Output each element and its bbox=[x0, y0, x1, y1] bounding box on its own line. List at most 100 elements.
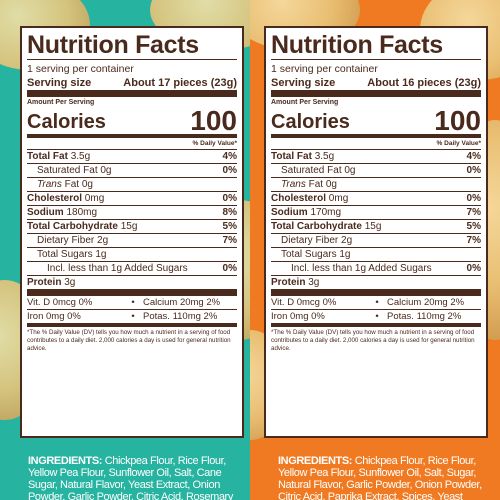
bullet-separator: • bbox=[375, 297, 379, 308]
iron: Iron 0mg 0% bbox=[271, 311, 325, 322]
ingredients-list: Chickpea Flour, Rice Flour, Yellow Pea F… bbox=[278, 455, 482, 500]
total-fat-label: Total Fat bbox=[27, 151, 68, 162]
calories-value: 100 bbox=[190, 105, 237, 136]
ingredients-text: INGREDIENTS: Chickpea Flour, Rice Flour,… bbox=[278, 455, 490, 500]
carbohydrate-row: Total Carbohydrate 15g 5% bbox=[27, 220, 237, 234]
sugars-row: Total Sugars 1g bbox=[27, 248, 237, 262]
cholesterol-dv: 0% bbox=[466, 193, 481, 204]
protein-amount: 3g bbox=[64, 277, 76, 288]
fiber-dv: 7% bbox=[466, 235, 481, 246]
serving-size-label: Serving size bbox=[27, 77, 92, 89]
calcium: Calcium 20mg 2% bbox=[387, 297, 465, 308]
amount-per-serving: Amount Per Serving bbox=[27, 99, 95, 106]
saturated-fat-label: Saturated Fat 0g bbox=[281, 165, 356, 176]
trans-fat-rest: Fat 0g bbox=[305, 179, 337, 190]
nutrition-facts-label: Nutrition Facts 1 serving per container … bbox=[20, 26, 244, 438]
potassium: Potas. 110mg 2% bbox=[143, 311, 218, 322]
carbohydrate-label: Total Carbohydrate bbox=[27, 221, 118, 232]
serving-size-row: Serving size About 17 pieces (23g) bbox=[27, 76, 237, 97]
daily-value-header: % Daily Value* bbox=[271, 138, 481, 150]
added-sugars-label: Incl. less than 1g Added Sugars bbox=[291, 263, 432, 274]
sodium-label: Sodium bbox=[271, 207, 308, 218]
serving-size-row: Serving size About 16 pieces (23g) bbox=[271, 76, 481, 97]
sodium-label: Sodium bbox=[27, 207, 64, 218]
carbohydrate-amount: 15g bbox=[120, 221, 138, 232]
sodium-dv: 7% bbox=[466, 207, 481, 218]
fiber-dv: 7% bbox=[222, 235, 237, 246]
calories-value: 100 bbox=[434, 105, 481, 136]
serving-size-value: About 17 pieces (23g) bbox=[123, 77, 237, 89]
protein-label: Protein bbox=[271, 277, 306, 288]
daily-value-footnote: *The % Daily Value (DV) tells you how mu… bbox=[271, 329, 475, 353]
ingredients-text: INGREDIENTS: Chickpea Flour, Rice Flour,… bbox=[28, 455, 240, 500]
amount-per-serving: Amount Per Serving bbox=[271, 99, 339, 106]
saturated-fat-row: Saturated Fat 0g 0% bbox=[27, 164, 237, 178]
iron: Iron 0mg 0% bbox=[27, 311, 81, 322]
fiber-row: Dietary Fiber 2g 7% bbox=[271, 234, 481, 248]
cholesterol-label: Cholesterol bbox=[271, 193, 327, 204]
micros-row-1: Vit. D 0mcg 0% • Calcium 20mg 2% bbox=[271, 296, 481, 310]
potassium: Potas. 110mg 2% bbox=[387, 311, 462, 322]
cholesterol-amount: 0mg bbox=[328, 193, 349, 204]
vitamin-d: Vit. D 0mcg 0% bbox=[27, 297, 93, 308]
daily-value-footnote: *The % Daily Value (DV) tells you how mu… bbox=[27, 329, 231, 353]
saturated-fat-dv: 0% bbox=[222, 165, 237, 176]
carbohydrate-row: Total Carbohydrate 15g 5% bbox=[271, 220, 481, 234]
ingredients-label: INGREDIENTS: bbox=[278, 455, 353, 467]
nutrition-facts-label: Nutrition Facts 1 serving per container … bbox=[264, 26, 488, 438]
bullet-separator: • bbox=[375, 311, 379, 322]
trans-fat-italic: Trans bbox=[281, 179, 306, 190]
ingredients-label: INGREDIENTS: bbox=[28, 455, 103, 467]
saturated-fat-label: Saturated Fat 0g bbox=[37, 165, 112, 176]
servings-per-container: 1 serving per container bbox=[27, 63, 134, 75]
added-sugars-dv: 0% bbox=[466, 263, 481, 274]
added-sugars-dv: 0% bbox=[222, 263, 237, 274]
bullet-separator: • bbox=[131, 297, 135, 308]
sugars-label: Total Sugars 1g bbox=[37, 249, 107, 260]
total-fat-label: Total Fat bbox=[271, 151, 312, 162]
vitamin-d: Vit. D 0mcg 0% bbox=[271, 297, 337, 308]
cholesterol-label: Cholesterol bbox=[27, 193, 83, 204]
daily-value-header: % Daily Value* bbox=[27, 138, 237, 150]
servings-per-container: 1 serving per container bbox=[271, 63, 378, 75]
trans-fat-row: Trans Fat 0g bbox=[27, 178, 237, 192]
cholesterol-amount: 0mg bbox=[84, 193, 105, 204]
saturated-fat-row: Saturated Fat 0g 0% bbox=[271, 164, 481, 178]
bullet-separator: • bbox=[131, 311, 135, 322]
carbohydrate-dv: 5% bbox=[222, 221, 237, 232]
calcium: Calcium 20mg 2% bbox=[143, 297, 221, 308]
ingredients-list: Chickpea Flour, Rice Flour, Yellow Pea F… bbox=[28, 455, 233, 500]
sugars-label: Total Sugars 1g bbox=[281, 249, 351, 260]
cholesterol-dv: 0% bbox=[222, 193, 237, 204]
sugars-row: Total Sugars 1g bbox=[271, 248, 481, 262]
micros-row-2: Iron 0mg 0% • Potas. 110mg 2% bbox=[27, 310, 237, 327]
total-fat-dv: 4% bbox=[466, 151, 481, 162]
fiber-row: Dietary Fiber 2g 7% bbox=[27, 234, 237, 248]
added-sugars-label: Incl. less than 1g Added Sugars bbox=[47, 263, 188, 274]
total-fat-dv: 4% bbox=[222, 151, 237, 162]
right-product-panel: Nutrition Facts 1 serving per container … bbox=[250, 0, 500, 500]
carbohydrate-dv: 5% bbox=[466, 221, 481, 232]
sodium-row: Sodium 170mg 7% bbox=[271, 206, 481, 220]
protein-label: Protein bbox=[27, 277, 62, 288]
calories-row: Calories 100 bbox=[271, 105, 481, 138]
serving-size-value: About 16 pieces (23g) bbox=[367, 77, 481, 89]
total-fat-amount: 3.5g bbox=[314, 151, 335, 162]
carbohydrate-amount: 15g bbox=[364, 221, 382, 232]
trans-fat-rest: Fat 0g bbox=[61, 179, 93, 190]
micros-row-1: Vit. D 0mcg 0% • Calcium 20mg 2% bbox=[27, 296, 237, 310]
sodium-amount: 180mg bbox=[66, 207, 98, 218]
protein-row: Protein 3g bbox=[271, 276, 481, 296]
fiber-label: Dietary Fiber 2g bbox=[281, 235, 353, 246]
trans-fat-row: Trans Fat 0g bbox=[271, 178, 481, 192]
carbohydrate-label: Total Carbohydrate bbox=[271, 221, 362, 232]
sodium-dv: 8% bbox=[222, 207, 237, 218]
calories-label: Calories bbox=[271, 111, 350, 133]
calories-row: Calories 100 bbox=[27, 105, 237, 138]
protein-row: Protein 3g bbox=[27, 276, 237, 296]
sodium-row: Sodium 180mg 8% bbox=[27, 206, 237, 220]
cholesterol-row: Cholesterol 0mg 0% bbox=[271, 192, 481, 206]
total-fat-row: Total Fat 3.5g 4% bbox=[271, 150, 481, 164]
cholesterol-row: Cholesterol 0mg 0% bbox=[27, 192, 237, 206]
calories-label: Calories bbox=[27, 111, 106, 133]
